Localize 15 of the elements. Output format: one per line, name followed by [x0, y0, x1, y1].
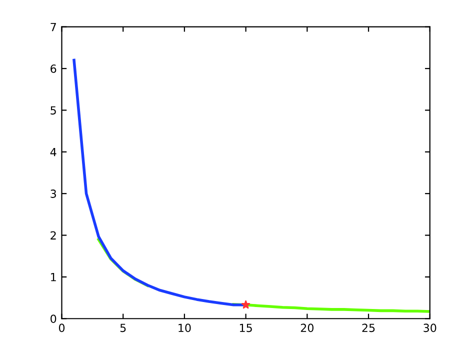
- x-tick-label: 0: [58, 324, 65, 332]
- y-tick-label: 5: [50, 106, 56, 115]
- y-tick-label: 1: [51, 273, 56, 282]
- x-tick-label: 25: [362, 324, 375, 332]
- y-tick-label: 0: [50, 314, 56, 323]
- x-tick-label: 15: [240, 324, 252, 332]
- y-tick-label: 7: [50, 22, 56, 32]
- x-tick-label: 20: [300, 324, 314, 332]
- x-tick-label: 30: [424, 324, 436, 332]
- y-tick-label: 2: [50, 231, 56, 240]
- y-tick-label: 6: [50, 64, 56, 73]
- y-tick-label: 3: [50, 190, 56, 198]
- x-tick-label: 5: [120, 324, 126, 332]
- y-tick-label: 4: [50, 148, 56, 156]
- x-tick-label: 10: [178, 324, 191, 332]
